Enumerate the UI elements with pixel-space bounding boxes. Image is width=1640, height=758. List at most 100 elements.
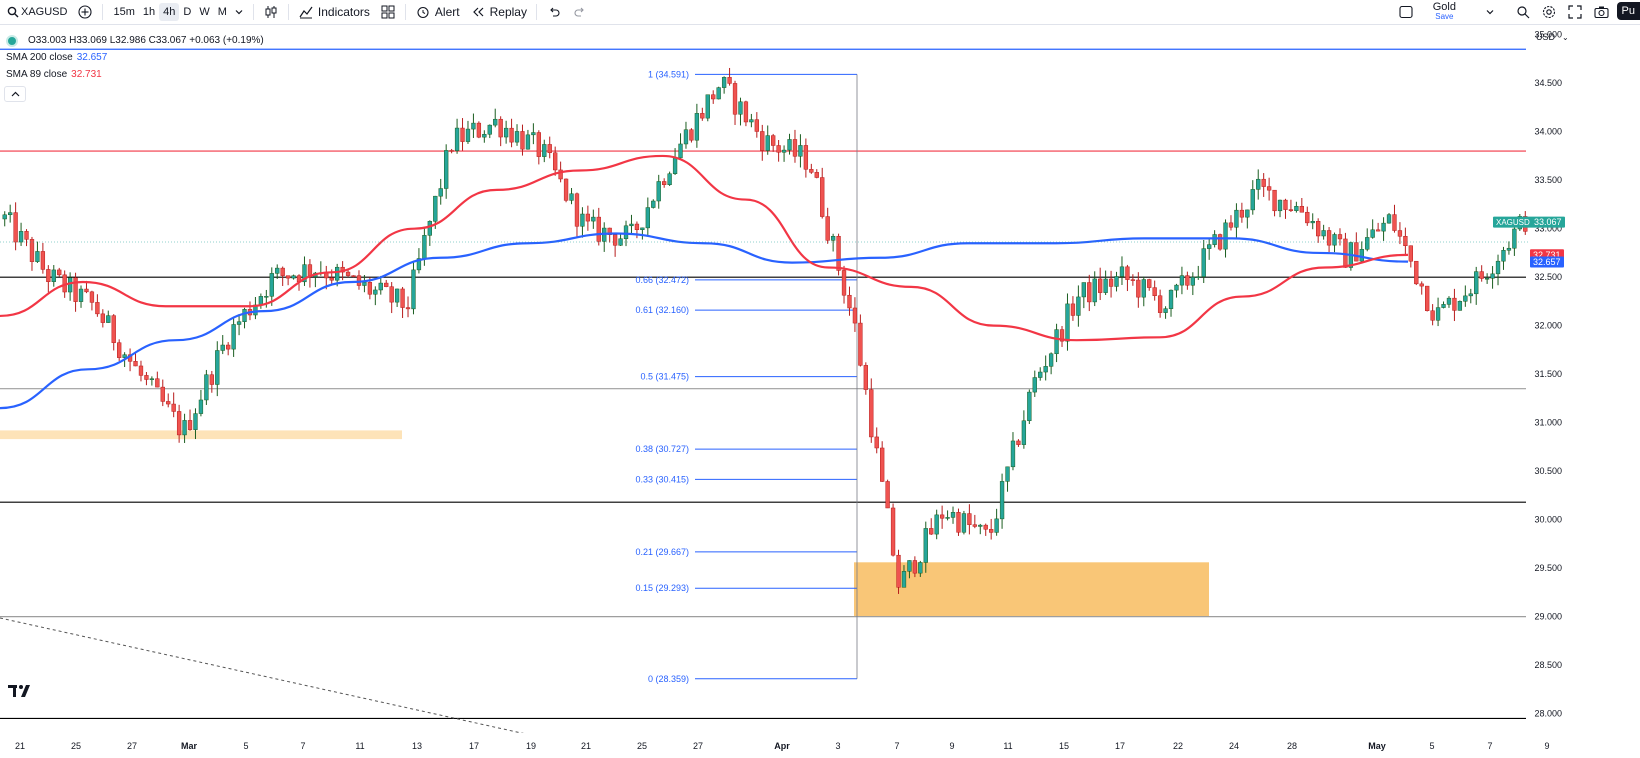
timeframe-1h[interactable]: 1h [142,6,156,18]
candle-body [117,342,122,358]
layout-title: Gold [1432,1,1456,13]
compare-button[interactable] [72,0,98,24]
currency-label[interactable]: USD [1536,32,1556,42]
candle-body [1261,178,1266,187]
candle-body [1087,282,1092,303]
candle-body [705,94,710,119]
symbol-search[interactable]: XAGUSD [0,0,72,24]
fullscreen-button[interactable] [1562,0,1588,24]
indicators-button[interactable]: Indicators [293,0,375,24]
publish-button[interactable]: Pu [1616,2,1640,20]
trend-line[interactable] [0,617,536,737]
layout-name[interactable]: Gold Save [1419,0,1470,24]
candle-body [662,181,667,185]
snapshot-button[interactable] [1588,0,1614,24]
tradingview-logo[interactable] [8,684,34,702]
candle-body [133,361,138,367]
timeframe-d[interactable]: D [183,6,192,18]
sma200-price-tag-text: 32.657 [1533,257,1561,267]
redo-button[interactable] [567,0,593,24]
candle-body [111,315,116,343]
templates-button[interactable] [375,0,401,24]
candle-body [302,264,307,283]
rewind-icon [470,4,486,20]
candle-body [400,288,405,308]
quick-search-button[interactable] [1510,0,1536,24]
candle-body [1043,366,1048,373]
candle-body [1081,282,1086,298]
fib-level-label: 1 (34.591) [648,69,689,79]
candle-body [2,214,7,220]
candle-body [1463,295,1468,302]
candle-body [667,173,672,185]
candle-body [1283,199,1288,210]
supply-demand-zone[interactable] [854,562,1209,617]
sma89-row[interactable]: SMA 89 close 32.731 [6,66,264,83]
time-axis: 21 25 27 Mar 5 7 11 13 17 19 21 25 27 Apr 3 7 9 11 15 17 22 2… [0,733,1640,758]
candle-body [231,324,236,350]
candle-body [503,127,509,138]
candle-body [863,365,868,390]
candle-body [329,277,334,281]
candle-body [1414,260,1419,285]
timeframe-w[interactable]: W [199,6,210,18]
replay-button[interactable]: Replay [465,0,532,24]
candle-body [444,150,449,189]
candle-body [465,128,471,142]
candle-body [367,282,373,295]
layout-menu-button[interactable] [1470,0,1510,24]
candle-body [1452,297,1457,311]
candle-body [1070,303,1076,316]
candle-body [1168,289,1174,309]
collapse-legend-button[interactable] [4,86,26,102]
sma200-row[interactable]: SMA 200 close 32.657 [6,49,264,66]
candle-body [1098,278,1103,293]
candle-body [122,354,127,358]
chart-type-button[interactable] [258,0,284,24]
candle-body [983,524,988,530]
candles-layer [2,67,1528,594]
candle-body [8,212,13,216]
candle-body [520,131,525,150]
candle-body [847,294,852,309]
candle-body [901,571,907,588]
candle-body [1005,466,1010,482]
candle-body [378,282,383,291]
alert-button[interactable]: Alert [410,0,465,24]
time-tick-label: 7 [894,741,899,751]
candle-body [1375,229,1381,232]
candle-body [1326,230,1332,246]
currency-chevron-icon[interactable]: ⌄ [1562,33,1569,42]
timeframe-4h[interactable]: 4h [159,3,180,21]
candle-body [1059,329,1065,342]
candle-body [1190,276,1195,286]
fibonacci-retracement[interactable]: 1 (34.591) 0.66 (32.472) 0.61 (32.160) 0.5 … [635,69,858,684]
price-tick-label: 31.500 [1534,369,1562,379]
timeframe-15m[interactable]: 15m [113,6,135,18]
chevron-down-icon[interactable] [231,4,247,20]
price-chart[interactable]: 1 (34.591) 0.66 (32.472) 0.61 (32.160) 0.5 … [0,25,1640,758]
candle-body [40,251,46,270]
candle-body [836,236,841,271]
time-tick-label: Mar [181,741,198,751]
layout-button[interactable] [1393,0,1419,24]
timeframe-m[interactable]: M [217,6,227,18]
candle-body [89,291,95,303]
undo-button[interactable] [541,0,567,24]
candle-body [978,524,983,527]
supply-demand-zone[interactable] [0,430,402,440]
candle-body [1147,279,1152,288]
settings-button[interactable] [1536,0,1562,24]
candle-body [1365,237,1370,250]
candle-body [51,269,56,282]
candle-body [634,223,640,230]
candle-body [514,131,520,143]
price-tick-label: 29.500 [1534,563,1562,573]
candle-body [46,269,51,282]
candle-body [1386,214,1392,224]
price-axis-background [1528,25,1640,733]
candle-body [1316,221,1321,237]
last-price-value: 33.067 [1534,217,1562,227]
candle-body [787,139,792,151]
fib-level-label: 0.5 (31.475) [640,372,689,382]
